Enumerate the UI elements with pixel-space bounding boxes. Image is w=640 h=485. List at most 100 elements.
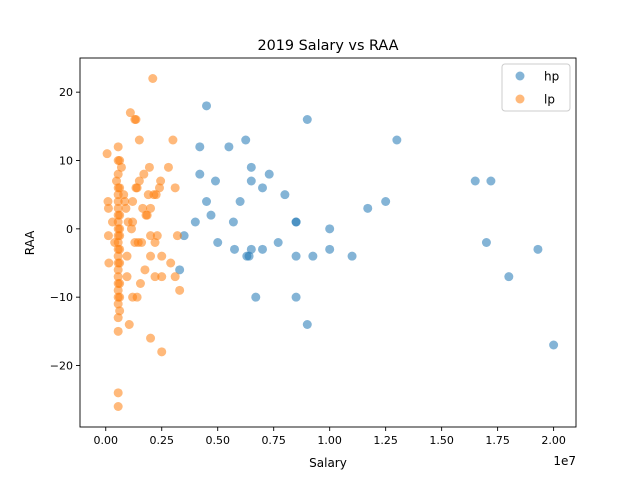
data-point-lp-46: [121, 203, 131, 213]
data-point-lp-66: [137, 238, 147, 247]
data-point-hp-0: [175, 265, 185, 275]
data-point-hp-4: [195, 142, 205, 152]
data-point-lp-35: [115, 210, 125, 220]
x-tick-label: 2.00: [541, 434, 566, 447]
data-point-lp-77: [146, 333, 156, 343]
data-point-lp-47: [122, 251, 132, 261]
data-point-hp-9: [213, 238, 223, 247]
y-tick-label: −10: [50, 291, 73, 304]
data-point-lp-33: [115, 156, 125, 165]
data-point-lp-32: [113, 402, 123, 411]
data-point-lp-1: [103, 197, 113, 206]
legend: hp lp: [501, 63, 571, 112]
data-point-lp-31: [113, 388, 123, 398]
data-point-lp-44: [119, 190, 129, 200]
data-point-lp-51: [125, 108, 135, 118]
legend-box: [501, 63, 571, 112]
data-point-lp-28: [113, 299, 123, 309]
data-point-lp-50: [124, 320, 134, 329]
data-point-lp-61: [132, 292, 142, 302]
plot-frame: [79, 57, 577, 428]
data-point-hp-42: [504, 272, 514, 282]
data-point-lp-75: [146, 231, 156, 241]
data-point-lp-89: [163, 162, 173, 172]
data-point-lp-24: [113, 272, 123, 282]
data-point-hp-43: [533, 244, 543, 254]
data-point-hp-30: [302, 115, 312, 124]
data-point-lp-55: [128, 197, 138, 206]
x-tick-label: 1.50: [429, 434, 454, 447]
data-point-hp-37: [381, 197, 391, 206]
data-point-lp-67: [138, 203, 148, 213]
x-tick-label: 0.75: [261, 434, 286, 447]
data-point-hp-20: [251, 292, 261, 302]
x-axis-offset-label: 1e7: [553, 454, 576, 468]
data-point-lp-36: [115, 224, 125, 234]
y-ticks: −20 −10 0 10 20: [50, 86, 80, 373]
points-layer: [102, 74, 559, 411]
data-point-lp-85: [156, 176, 166, 186]
legend-marker-hp: [515, 71, 525, 81]
data-point-lp-92: [170, 272, 180, 282]
data-point-hp-11: [228, 217, 238, 227]
data-point-lp-83: [152, 231, 162, 241]
x-axis-label: Salary: [309, 456, 347, 470]
data-point-hp-6: [202, 197, 212, 206]
data-point-lp-64: [134, 176, 144, 186]
data-point-lp-60: [132, 183, 142, 193]
data-point-lp-93: [170, 183, 180, 193]
x-ticks: 0.00 0.25 0.50 0.75 1.00 1.25 1.50 1.75 2.00: [94, 427, 566, 447]
data-point-hp-41: [486, 176, 496, 186]
data-point-hp-3: [195, 169, 205, 179]
data-point-hp-28: [291, 251, 301, 261]
y-tick-label: 0: [66, 223, 73, 236]
x-tick-label: 1.00: [317, 434, 342, 447]
data-point-lp-65: [135, 279, 145, 288]
data-point-hp-33: [325, 224, 335, 234]
x-tick-label: 0.00: [94, 434, 119, 447]
data-point-lp-81: [150, 272, 160, 282]
data-point-lp-14: [113, 203, 123, 213]
x-tick-label: 1.75: [485, 434, 510, 447]
data-point-lp-68: [139, 169, 149, 179]
x-tick-label: 1.25: [373, 434, 398, 447]
data-point-lp-58: [131, 115, 141, 124]
data-point-lp-37: [115, 231, 125, 241]
data-point-hp-8: [210, 176, 220, 186]
data-point-hp-38: [392, 135, 402, 145]
data-point-hp-34: [325, 244, 335, 254]
data-point-hp-23: [264, 169, 274, 179]
data-point-lp-45: [120, 197, 130, 206]
data-point-lp-43: [116, 162, 126, 172]
data-point-lp-30: [113, 326, 123, 336]
data-point-lp-0: [102, 149, 112, 159]
data-point-lp-53: [128, 217, 138, 227]
data-point-lp-3: [103, 231, 113, 241]
data-point-lp-4: [104, 258, 114, 268]
data-point-hp-29: [291, 292, 301, 302]
data-point-lp-73: [144, 162, 154, 172]
data-point-lp-34: [115, 183, 125, 193]
data-point-hp-36: [363, 203, 373, 213]
data-point-lp-76: [146, 251, 156, 261]
data-point-hp-40: [481, 238, 491, 247]
data-point-hp-18: [246, 176, 256, 186]
data-point-hp-25: [280, 190, 290, 200]
data-point-lp-84: [154, 183, 164, 193]
data-point-lp-40: [115, 279, 125, 288]
data-point-hp-19: [246, 244, 256, 254]
y-tick-label: 10: [59, 155, 73, 168]
data-point-lp-88: [157, 347, 167, 357]
data-point-lp-52: [127, 224, 136, 234]
data-point-hp-12: [230, 244, 240, 254]
data-point-lp-94: [172, 231, 182, 241]
data-point-hp-2: [190, 217, 200, 227]
data-point-lp-29: [113, 313, 123, 323]
data-point-hp-21: [258, 183, 267, 193]
data-point-hp-44: [549, 340, 559, 350]
data-point-lp-82: [151, 190, 161, 200]
chart-title: 2019 Salary vs RAA: [257, 38, 398, 54]
data-point-lp-69: [140, 265, 150, 275]
